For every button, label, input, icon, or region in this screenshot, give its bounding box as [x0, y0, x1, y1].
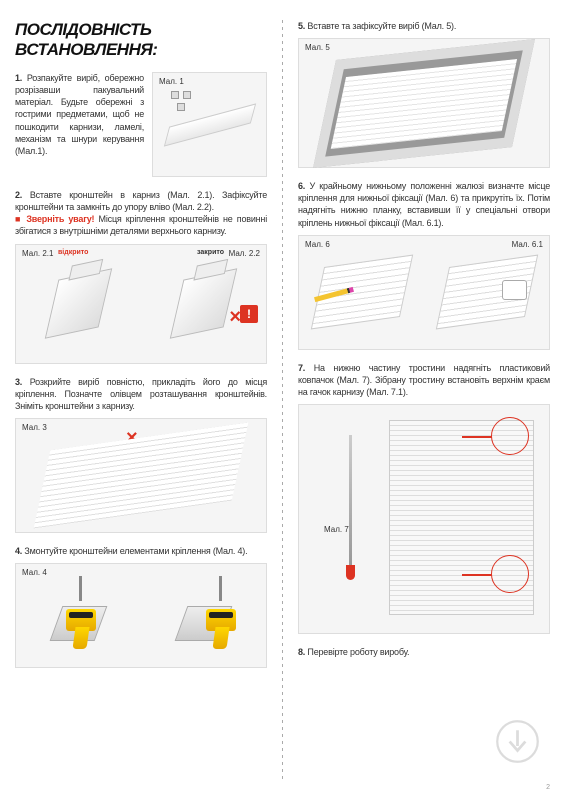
detail-circle-icon	[491, 555, 529, 593]
step-5: 5. Вставте та зафіксуйте виріб (Мал. 5).…	[298, 20, 550, 168]
step-8-text: 8. Перевірте роботу виробу.	[298, 646, 550, 658]
instruction-page: ПОСЛІДОВНІСТЬ ВСТАНОВЛЕННЯ: 1. Розпакуйт…	[15, 20, 550, 779]
step-6: 6. У крайньому нижньому положенні жалюзі…	[298, 180, 550, 350]
figure-22-label: Мал. 2.2	[229, 249, 260, 258]
step-5-text: 5. Вставте та зафіксуйте виріб (Мал. 5).	[298, 20, 550, 32]
step-3-text: 3. Розкрийте виріб повністю, прикладіть …	[15, 376, 267, 412]
step-8: 8. Перевірте роботу виробу.	[298, 646, 550, 658]
step-2: 2. Вставте кронштейн в карниз (Мал. 2.1)…	[15, 189, 267, 364]
page-number: 2	[546, 784, 550, 791]
wand-icon	[349, 435, 352, 565]
figure-1-label: Мал. 1	[159, 77, 184, 86]
blinds-icon	[34, 423, 249, 529]
figure-4-label: Мал. 4	[22, 568, 47, 577]
step-6-text: 6. У крайньому нижньому положенні жалюзі…	[298, 180, 550, 229]
figure-5: Мал. 5	[298, 38, 550, 168]
figure-5-label: Мал. 5	[305, 43, 330, 52]
close-label: закрито	[197, 249, 224, 256]
clip-icon	[502, 280, 527, 300]
step-7-text: 7. На нижню частину тростини надягніть п…	[298, 362, 550, 398]
right-column: 5. Вставте та зафіксуйте виріб (Мал. 5).…	[298, 20, 550, 779]
bracket-close-icon	[170, 268, 237, 339]
slats-icon	[310, 255, 412, 330]
step-4-text: 4. Змонтуйте кронштейни елементами кріпл…	[15, 545, 267, 557]
column-divider	[282, 20, 283, 779]
left-column: ПОСЛІДОВНІСТЬ ВСТАНОВЛЕННЯ: 1. Розпакуйт…	[15, 20, 267, 779]
alert-icon: !	[240, 305, 258, 323]
figure-3: Мал. 3 × ×	[15, 418, 267, 533]
figure-2: Мал. 2.1 відкрито закрито Мал. 2.2 ×!	[15, 244, 267, 364]
step-7: 7. На нижню частину тростини надягніть п…	[298, 362, 550, 634]
drill-icon	[66, 591, 96, 641]
step-2-text: 2. Вставте кронштейн в карниз (Мал. 2.1)…	[15, 189, 267, 238]
figure-4: Мал. 4	[15, 563, 267, 668]
figure-1: Мал. 1	[152, 72, 267, 177]
step-3: 3. Розкрийте виріб повністю, прикладіть …	[15, 376, 267, 533]
figure-21-label: Мал. 2.1	[22, 249, 53, 258]
open-label: відкрито	[58, 249, 88, 256]
page-title: ПОСЛІДОВНІСТЬ ВСТАНОВЛЕННЯ:	[15, 20, 267, 60]
drill-icon	[206, 591, 236, 641]
figure-6: Мал. 6 Мал. 6.1	[298, 235, 550, 350]
step-1: 1. Розпакуйте виріб, обережно розрізавши…	[15, 72, 267, 177]
figure-3-label: Мал. 3	[22, 423, 47, 432]
figure-7-label: Мал. 7	[324, 525, 349, 534]
detail-circle-icon	[491, 417, 529, 455]
figure-7: Мал. 7 Мал. 7.1	[298, 404, 550, 634]
step-4: 4. Змонтуйте кронштейни елементами кріпл…	[15, 545, 267, 668]
figure-61-label: Мал. 6.1	[512, 240, 543, 249]
bracket-open-icon	[45, 268, 112, 339]
step-1-text: 1. Розпакуйте виріб, обережно розрізавши…	[15, 72, 144, 177]
figure-6-label: Мал. 6	[305, 240, 330, 249]
